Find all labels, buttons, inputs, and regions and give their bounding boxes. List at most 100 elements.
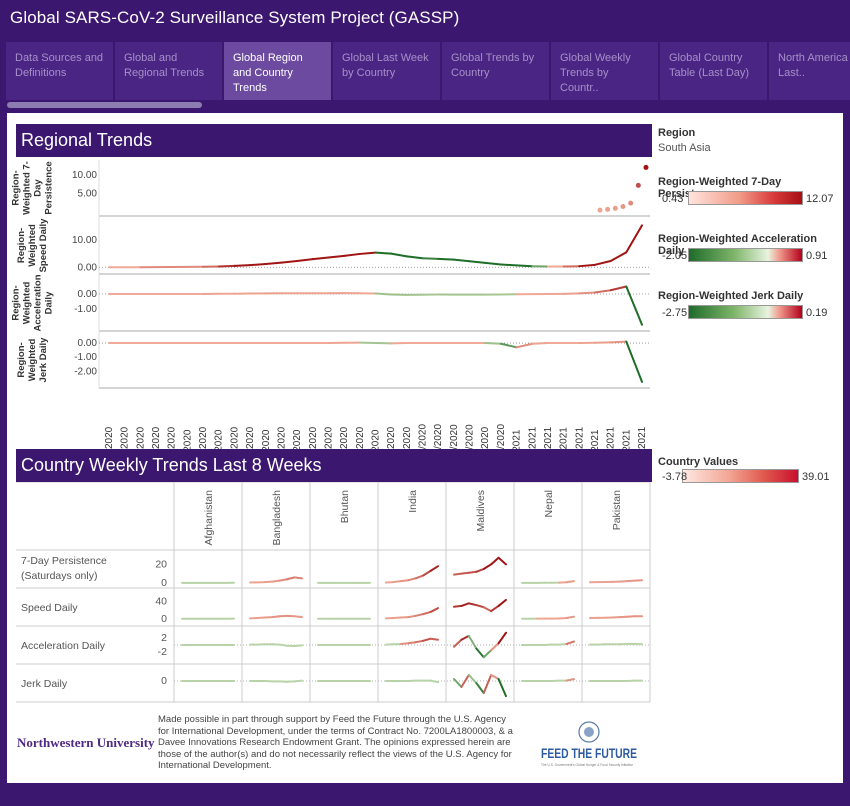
regional-x-tick: 4/5/2020 (182, 429, 193, 468)
regional-x-tick: 6/22/2020 (276, 426, 287, 471)
country-y-tick: 0 (161, 675, 167, 687)
country-line-segment (407, 641, 417, 645)
country-line-segment (497, 678, 507, 698)
regional-x-tick: 11/12/2020 (449, 424, 460, 474)
regional-row-label: Region-WeightedSpeed Daily (16, 218, 49, 273)
regional-x-tick: 9/8/2020 (371, 429, 382, 468)
country-line-segment (271, 615, 281, 619)
tab-3[interactable]: Global Last Week by Country (333, 42, 440, 100)
regional-y-tick: 10.00 (72, 170, 97, 181)
regional-line-segment (593, 260, 612, 266)
country-legend-max: 39.01 (802, 471, 830, 483)
country-row-label: Acceleration Daily (21, 640, 106, 652)
region-filter[interactable]: Region South Asia (658, 127, 711, 154)
regional-x-tick: 7/5/2020 (292, 429, 303, 468)
regional-x-tick: 3/10/2020 (151, 426, 162, 471)
tab-4[interactable]: Global Trends by Country (442, 42, 549, 100)
regional-x-tick: 9/21/2020 (386, 426, 397, 471)
country-row-label: Speed Daily (21, 602, 78, 614)
tab-6[interactable]: Global Country Table (Last Day) (660, 42, 767, 100)
country-line-segment (429, 637, 439, 641)
legend-min-1: -2.05 (662, 250, 688, 262)
tab-2[interactable]: Global Region and Country Trends (224, 42, 331, 100)
country-line-segment (414, 639, 425, 644)
country-y-tick: 0 (161, 577, 167, 589)
country-line-segment (278, 643, 289, 647)
regional-line-segment (327, 254, 346, 259)
regional-line-segment (374, 251, 393, 255)
country-line-segment (467, 602, 478, 607)
regional-line-segment (280, 260, 299, 264)
regional-trends-header: Regional Trends (16, 124, 652, 157)
country-line-segment (460, 674, 470, 688)
country-column-header: India (407, 490, 419, 513)
regional-x-tick: 8/13/2020 (339, 426, 350, 471)
footer-disclaimer: Made possible in part through support by… (158, 714, 513, 771)
country-column-header: Nepal (543, 490, 555, 517)
feed-the-future-logo: FEED THE FUTURE The U.S. Government's Gl… (539, 720, 639, 768)
regional-x-tick: 5/27/2020 (245, 426, 256, 471)
persistence-point (643, 164, 649, 170)
legend-max-2: 0.19 (806, 307, 828, 319)
regional-x-tick: 1/16/2021 (527, 426, 538, 471)
regional-x-tick: 6/9/2020 (261, 429, 272, 468)
persistence-point (620, 203, 626, 209)
regional-line-segment (358, 251, 377, 255)
country-legend-min: -3.78 (662, 471, 688, 483)
country-row-label: 7-Day Persistence (Saturdays only) (21, 555, 107, 582)
legend-min-2: -2.75 (662, 307, 688, 319)
regional-x-tick: 11/25/2020 (465, 424, 476, 474)
regional-line-segment (421, 257, 440, 260)
regional-line-segment (515, 342, 534, 349)
country-line-segment (429, 607, 439, 613)
regional-line-segment (264, 261, 283, 266)
dashboard-panel: Regional Trends Region-Weighted 7-DayPer… (7, 113, 843, 783)
regional-line-segment (578, 291, 596, 295)
regional-trends-chart: Region-Weighted 7-DayPersistence 5.00 10.0… (11, 160, 650, 474)
country-line-segment (429, 565, 439, 572)
regional-x-tick: 4/17/2021 (637, 426, 648, 471)
country-line-segment (467, 674, 478, 684)
tab-0[interactable]: Data Sources and Definitions (6, 42, 113, 100)
regional-line-segment (609, 340, 628, 344)
legend-max-1: 0.91 (806, 250, 828, 262)
country-line-segment (490, 674, 500, 680)
regional-line-segment (625, 285, 643, 326)
legend-title-2: Region-Weighted Jerk Daily (658, 290, 804, 302)
regional-line-segment (625, 340, 643, 383)
regional-line-segment (343, 252, 361, 257)
tab-1[interactable]: Global and Regional Trends (115, 42, 222, 100)
regional-line-segment (593, 289, 612, 294)
country-line-segment (422, 637, 432, 642)
northwestern-logo: Northwestern University (17, 735, 155, 750)
regional-line-segment (405, 255, 424, 260)
tab-scrollbar[interactable] (7, 102, 202, 108)
regional-line-segment (484, 261, 502, 266)
country-line-segment (407, 577, 417, 582)
regional-x-tick: 2/26/2020 (135, 426, 146, 471)
regional-x-tick: 12/8/2020 (480, 426, 491, 471)
regional-line-segment (499, 263, 518, 267)
country-column-header: Pakistan (611, 490, 623, 530)
regional-line-segment (452, 258, 471, 263)
country-line-segment (422, 610, 432, 616)
regional-x-tick: 5/1/2020 (214, 429, 225, 468)
region-filter-value[interactable]: South Asia (658, 142, 711, 154)
regional-x-tick: 2/11/2021 (559, 427, 570, 471)
tab-5[interactable]: Global Weekly Trends by Countr.. (551, 42, 658, 100)
tab-7[interactable]: North America Last.. (769, 42, 850, 100)
country-line-segment (293, 576, 303, 580)
regional-y-tick: 0.00 (78, 262, 98, 273)
country-line-segment (422, 569, 432, 577)
country-line-segment (482, 563, 493, 570)
regional-x-tick: 10/17/2020 (418, 424, 429, 474)
legend-max-0: 12.07 (806, 193, 834, 205)
feed-the-future-tagline: The U.S. Government's Global Hunger & Fo… (541, 762, 634, 767)
regional-line-segment (484, 342, 502, 345)
legend-bar-1 (688, 248, 803, 262)
country-line-segment (558, 616, 568, 620)
regional-y-tick: 0.00 (78, 289, 98, 300)
regional-x-tick: 12/21/2020 (496, 424, 507, 474)
regional-x-tick: 7/31/2020 (323, 426, 334, 471)
regional-y-tick: -2.00 (74, 366, 97, 377)
